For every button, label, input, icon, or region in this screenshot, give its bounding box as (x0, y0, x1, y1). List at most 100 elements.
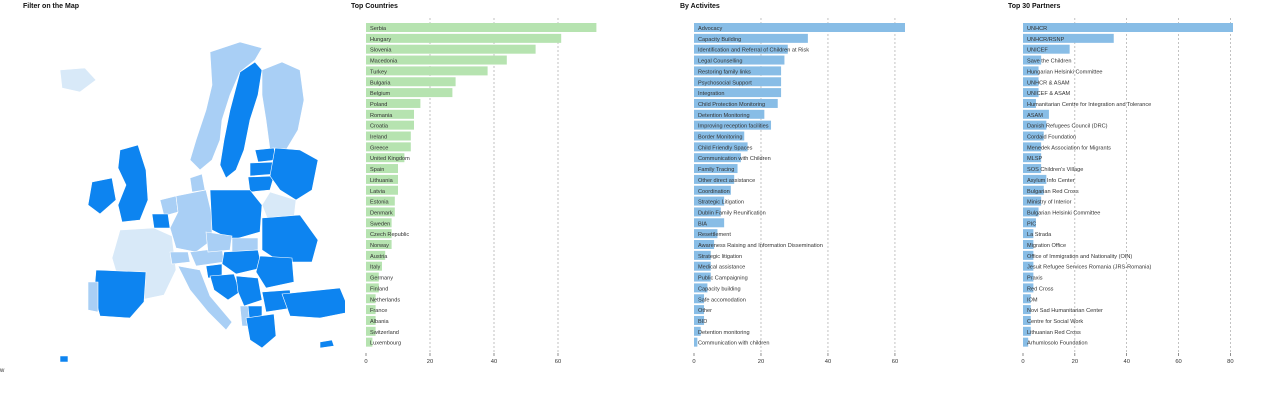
map-country-iceland[interactable] (59, 67, 97, 93)
map-country-poland[interactable] (209, 189, 263, 241)
map-country-cyprus[interactable] (319, 339, 335, 349)
country-bar-lithuania[interactable] (366, 174, 398, 184)
country-bar-greece[interactable] (366, 142, 411, 152)
activity-bar-identification-and-referral-of-children-at-risk[interactable] (694, 44, 788, 54)
country-bar-macedonia[interactable] (366, 55, 507, 65)
map-country-turkey[interactable] (281, 287, 345, 319)
country-bar-hungary[interactable] (366, 33, 562, 43)
map-country-switzerland[interactable] (169, 251, 191, 265)
activity-bar-other-direct-assistance[interactable] (694, 174, 735, 184)
activity-bar-dublin-family-reunification[interactable] (694, 207, 721, 217)
partner-bar-menedek-association-for-migrants[interactable] (1023, 142, 1042, 152)
partner-bar-lithuanian-red-cross[interactable] (1023, 326, 1031, 336)
partner-bar-humanitarian-centre-for-integration-and-tolerance[interactable] (1023, 98, 1036, 108)
country-bar-poland[interactable] (366, 98, 421, 108)
country-bar-netherlands[interactable] (366, 294, 376, 304)
map-country-denmark[interactable] (189, 173, 206, 193)
europe-map[interactable] (0, 0, 345, 400)
partner-bar-iom[interactable] (1023, 294, 1031, 304)
map-country-ireland[interactable] (87, 177, 117, 215)
country-bar-croatia[interactable] (366, 120, 414, 130)
activity-bar-advocacy[interactable] (694, 23, 905, 32)
partner-bar-asylum-info-center[interactable] (1023, 174, 1047, 184)
partner-bar-unicef[interactable] (1023, 44, 1070, 54)
map-country-malta[interactable] (59, 355, 69, 363)
partner-bar-sos-children-s-village[interactable] (1023, 164, 1042, 174)
activity-bar-bid[interactable] (694, 315, 705, 325)
map-country-belgium[interactable] (151, 213, 171, 229)
map-country-norway[interactable] (189, 41, 263, 171)
map-country-ukraine[interactable] (261, 214, 319, 263)
map-country-sweden[interactable] (219, 61, 263, 179)
map-country-uk[interactable] (117, 144, 149, 223)
map-country-czech[interactable] (205, 231, 233, 253)
map-country-serbia[interactable] (235, 275, 263, 307)
map-country-spain[interactable] (93, 269, 147, 319)
country-bar-austria[interactable] (366, 250, 386, 260)
partner-bar-novi-sad-humanitarian-center[interactable] (1023, 305, 1031, 315)
partner-bar-pic[interactable] (1023, 218, 1036, 228)
activity-bar-medical-assistance[interactable] (694, 261, 711, 271)
partner-bar-unhcr-asam[interactable] (1023, 77, 1039, 87)
activity-bar-detention-monitoring[interactable] (694, 109, 765, 119)
activity-bar-communication-with-children[interactable] (694, 337, 698, 347)
partner-bar-save-the-children[interactable] (1023, 55, 1042, 65)
activity-bar-restoring-family-links[interactable] (694, 66, 782, 76)
country-bar-spain[interactable] (366, 164, 398, 174)
partner-bar-praxis[interactable] (1023, 272, 1034, 282)
partner-bar-bulgarian-helsinki-committee[interactable] (1023, 207, 1039, 217)
activity-bar-border-monitoring[interactable] (694, 131, 745, 141)
map-country-croatia[interactable] (209, 273, 241, 301)
partner-bar-hungarian-helsinki-committee[interactable] (1023, 66, 1039, 76)
country-bar-bulgaria[interactable] (366, 77, 456, 87)
country-bar-romania[interactable] (366, 109, 414, 119)
activity-bar-other[interactable] (694, 305, 705, 315)
country-bar-latvia[interactable] (366, 185, 398, 195)
partner-bar-unhcr-rsnp[interactable] (1023, 33, 1114, 43)
partner-bar-red-cross[interactable] (1023, 283, 1034, 293)
country-bar-germany[interactable] (366, 272, 379, 282)
activity-bar-psychosocial-support[interactable] (694, 77, 782, 87)
partner-bar-la-strada[interactable] (1023, 229, 1034, 239)
activity-bar-improving-reception-facilities[interactable] (694, 120, 772, 130)
partner-bar-ministry-of-interior[interactable] (1023, 196, 1042, 206)
activity-bar-detention-monitoring[interactable] (694, 326, 701, 336)
map-country-germany[interactable] (169, 189, 213, 253)
country-bar-ireland[interactable] (366, 131, 411, 141)
activity-bar-bia[interactable] (694, 218, 725, 228)
partner-bar-centre-for-social-work[interactable] (1023, 315, 1031, 325)
partner-bar-mlsp[interactable] (1023, 153, 1042, 163)
country-bar-sweden[interactable] (366, 218, 392, 228)
activity-bar-safe-accomodation[interactable] (694, 294, 705, 304)
country-bar-italy[interactable] (366, 261, 382, 271)
activity-bar-capacity-building[interactable] (694, 283, 708, 293)
partner-bar-asam[interactable] (1023, 109, 1049, 119)
map-country-finland[interactable] (261, 61, 305, 151)
country-bar-turkey[interactable] (366, 66, 488, 76)
activity-bar-child-friendly-spaces[interactable] (694, 142, 748, 152)
map-country-italy[interactable] (177, 265, 233, 331)
country-bar-norway[interactable] (366, 240, 392, 249)
activity-bar-resettlement[interactable] (694, 229, 718, 239)
country-bar-denmark[interactable] (366, 207, 395, 217)
activity-bar-capacity-building[interactable] (694, 33, 808, 43)
activity-bar-integration[interactable] (694, 88, 782, 98)
country-bar-finland[interactable] (366, 283, 379, 293)
partner-bar-cordaid-foundation[interactable] (1023, 131, 1044, 141)
map-country-greece[interactable] (245, 313, 277, 349)
activity-bar-communication-with-children[interactable] (694, 153, 741, 163)
map-country-romania[interactable] (255, 255, 295, 289)
activity-bar-child-protection-monitoring[interactable] (694, 98, 778, 108)
activity-bar-strategic-litigation[interactable] (694, 196, 725, 206)
country-bar-united-kingdom[interactable] (366, 153, 405, 163)
map-country-portugal[interactable] (87, 281, 99, 313)
partner-bar-unhcr[interactable] (1023, 23, 1233, 32)
country-bar-france[interactable] (366, 305, 376, 315)
country-bar-serbia[interactable] (366, 23, 597, 32)
activity-bar-strategic-litigation[interactable] (694, 250, 711, 260)
partner-bar-migration-office[interactable] (1023, 240, 1034, 249)
map-country-netherlands[interactable] (159, 195, 179, 217)
partner-bar-bulgarian-red-cross[interactable] (1023, 185, 1044, 195)
map-country-lithuania[interactable] (247, 175, 275, 193)
country-bar-belgium[interactable] (366, 88, 453, 98)
